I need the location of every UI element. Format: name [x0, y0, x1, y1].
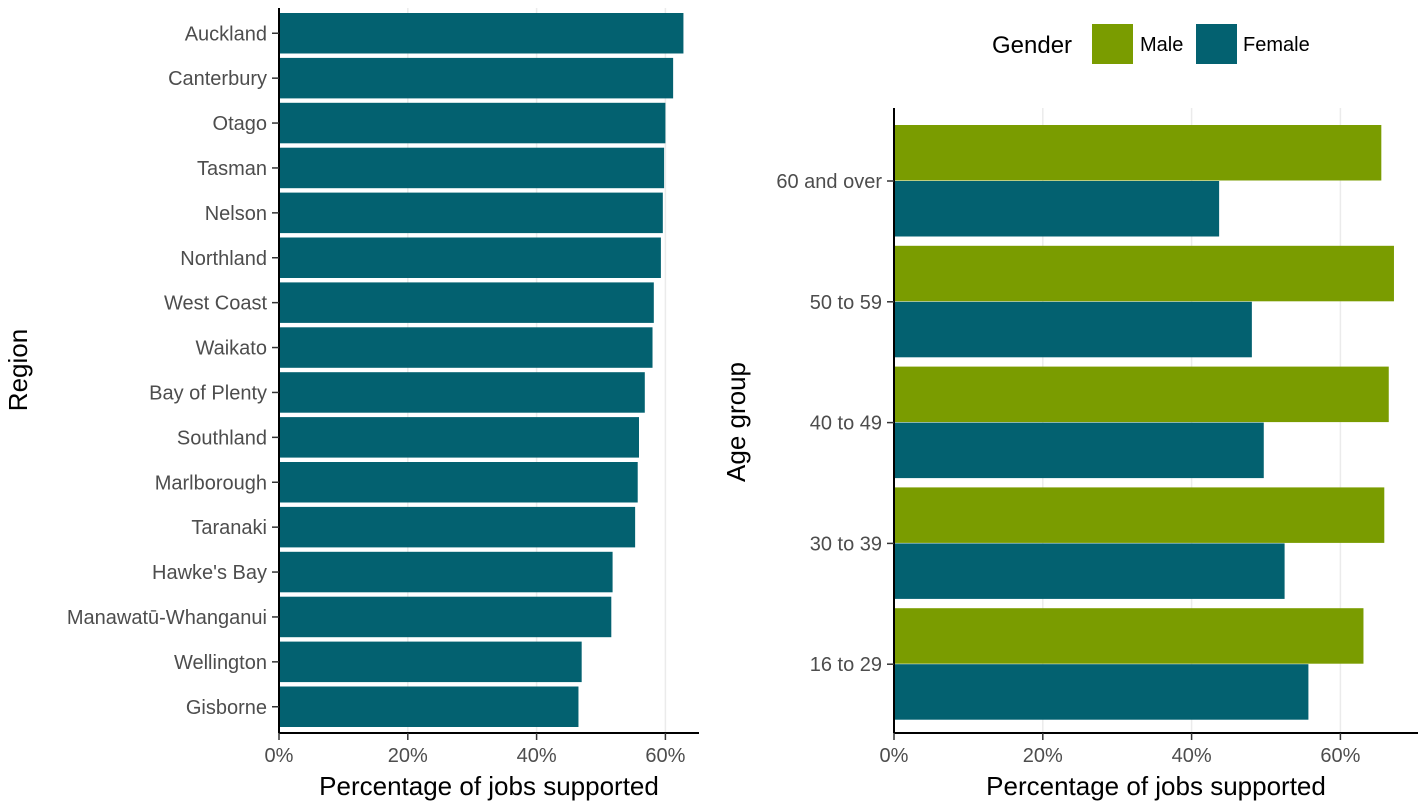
- bar-male-30-to-39: [894, 487, 1385, 543]
- age-x-ticks: 0% 20% 40% 60%: [880, 733, 1361, 767]
- region-category-labels: Auckland Canterbury Otago Tasman Nelson North…: [67, 23, 279, 719]
- age-group-bars: [894, 125, 1394, 720]
- bar-auckland: [279, 13, 684, 54]
- region-label-gisborne: Gisborne: [186, 697, 267, 719]
- region-label-tasman: Tasman: [197, 158, 267, 180]
- bar-female-50-to-59: [894, 301, 1252, 358]
- legend-title: Gender: [992, 32, 1072, 59]
- region-chart: 0% 20% 40% 60% Auckland Canterbury Otago Tasma…: [3, 8, 699, 801]
- region-x-tick-label: 20%: [388, 745, 428, 767]
- bar-male-16-to-29: [894, 608, 1364, 664]
- age-group-chart: Gender Male Female 0% 20% 40% 60% 60 and ov…: [721, 24, 1418, 801]
- gender-legend: Gender Male Female: [992, 24, 1310, 64]
- region-label-west-coast: West Coast: [164, 293, 267, 315]
- region-x-ticks: 0% 20% 40% 60%: [265, 733, 686, 767]
- age-x-tick-label: 0%: [880, 745, 909, 767]
- bar-female-60-and-over: [894, 181, 1220, 237]
- region-x-tick-label: 0%: [265, 745, 294, 767]
- bar-canterbury: [279, 57, 674, 99]
- region-label-nelson: Nelson: [205, 203, 267, 225]
- age-label-30-to-39: 30 to 39: [810, 533, 882, 555]
- bar-male-40-to-49: [894, 366, 1389, 423]
- region-label-marlborough: Marlborough: [155, 472, 267, 494]
- region-label-manawat-whanganui: Manawatū-Whanganui: [67, 607, 267, 629]
- legend-label-female: Female: [1243, 34, 1310, 56]
- bar-female-16-to-29: [894, 664, 1309, 720]
- age-x-tick-label: 40%: [1172, 745, 1212, 767]
- bar-northland: [279, 237, 661, 278]
- bar-female-40-to-49: [894, 422, 1264, 479]
- region-label-bay-of-plenty: Bay of Plenty: [149, 382, 267, 404]
- bar-gisborne: [279, 686, 579, 727]
- region-label-wellington: Wellington: [174, 652, 267, 674]
- age-x-axis-title: Percentage of jobs supported: [986, 771, 1326, 801]
- age-y-axis-title: Age group: [721, 362, 751, 482]
- legend-swatch-female: [1196, 24, 1237, 64]
- bar-hawke-s-bay: [279, 551, 613, 593]
- region-label-southland: Southland: [177, 427, 267, 449]
- bar-waikato: [279, 327, 653, 368]
- region-label-auckland: Auckland: [185, 23, 267, 45]
- bar-female-30-to-39: [894, 543, 1285, 599]
- bar-southland: [279, 417, 639, 458]
- age-label-16-to-29: 16 to 29: [810, 654, 882, 676]
- age-label-60-and-over: 60 and over: [776, 171, 882, 193]
- legend-label-male: Male: [1140, 34, 1183, 56]
- region-x-tick-label: 60%: [645, 745, 685, 767]
- age-x-tick-label: 60%: [1320, 745, 1360, 767]
- bar-otago: [279, 102, 666, 144]
- bar-taranaki: [279, 506, 636, 548]
- region-label-waikato: Waikato: [195, 338, 267, 360]
- bar-male-50-to-59: [894, 245, 1394, 302]
- region-label-canterbury: Canterbury: [168, 68, 267, 90]
- region-label-hawke-s-bay: Hawke's Bay: [152, 562, 267, 584]
- region-x-axis-title: Percentage of jobs supported: [319, 771, 659, 801]
- bar-west-coast: [279, 282, 654, 323]
- region-label-northland: Northland: [180, 248, 267, 270]
- bar-wellington: [279, 641, 582, 683]
- region-label-taranaki: Taranaki: [191, 517, 267, 539]
- bar-manawat-whanganui: [279, 596, 612, 638]
- region-label-otago: Otago: [213, 113, 267, 135]
- age-category-labels: 60 and over 50 to 59 40 to 49 30 to 39 16 to…: [776, 171, 894, 676]
- region-y-axis-title: Region: [3, 329, 33, 411]
- bar-bay-of-plenty: [279, 372, 645, 413]
- bar-nelson: [279, 192, 663, 234]
- age-x-tick-label: 20%: [1023, 745, 1063, 767]
- region-x-tick-label: 40%: [517, 745, 557, 767]
- age-label-50-to-59: 50 to 59: [810, 292, 882, 314]
- bar-tasman: [279, 147, 665, 189]
- bar-marlborough: [279, 462, 638, 503]
- bar-male-60-and-over: [894, 125, 1382, 181]
- legend-swatch-male: [1092, 24, 1133, 64]
- region-bars: [279, 13, 684, 727]
- age-label-40-to-49: 40 to 49: [810, 413, 882, 435]
